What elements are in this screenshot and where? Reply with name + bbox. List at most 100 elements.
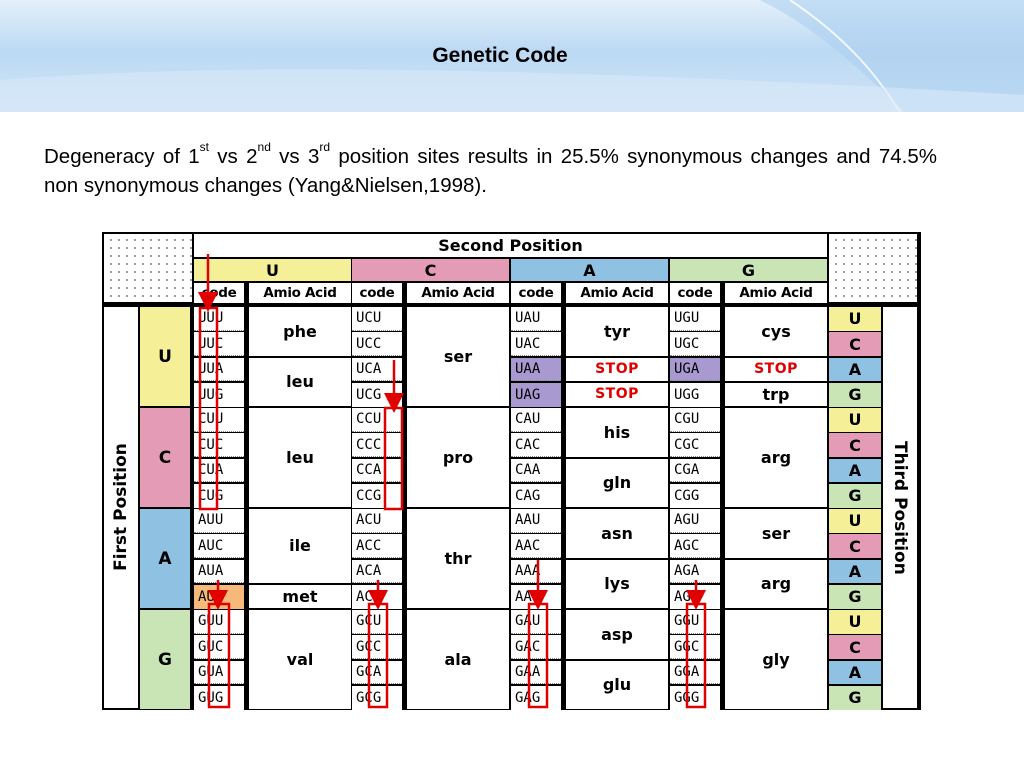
amino-acid-label: thr	[407, 509, 509, 608]
amino-acid-label: asn	[566, 509, 668, 558]
codon-cell: CUA	[194, 458, 244, 483]
codon-cell: GCG	[352, 685, 402, 710]
codon-cell: CGA	[670, 458, 720, 483]
codon-cell: GGG	[670, 685, 720, 710]
corner-pattern-right	[829, 234, 917, 302]
codon-cell: ACC	[352, 534, 402, 558]
amino-acid-label: leu	[249, 408, 351, 507]
codon-cell: ACA	[352, 559, 402, 584]
amino-acid-label: val	[249, 610, 351, 709]
slide-paragraph: Degeneracy of 1st vs 2nd vs 3rd position…	[44, 140, 937, 200]
code-column-header: code	[194, 283, 244, 303]
codon-cell: CGG	[670, 483, 720, 508]
codon-cell: CGU	[670, 408, 720, 432]
codon-cell: UAG	[511, 382, 561, 407]
codon-cell: AAU	[511, 509, 561, 533]
third-base-c: C	[829, 433, 881, 457]
third-base-u: U	[829, 307, 881, 331]
codon-cell: CCC	[352, 433, 402, 457]
header-swoosh-decoration	[0, 0, 1024, 112]
codon-cell: UCA	[352, 357, 402, 382]
superscript-nd: nd	[257, 140, 271, 154]
codon-cell: AUG	[194, 584, 244, 609]
amino-acid-label: arg	[725, 559, 827, 608]
codon-cell: AAG	[511, 584, 561, 609]
codon-cell: CAG	[511, 483, 561, 508]
amino-acid-label: tyr	[566, 307, 668, 356]
codon-cell: AUC	[194, 534, 244, 558]
codon-cell: AGC	[670, 534, 720, 558]
first-position-label: First Position	[111, 443, 131, 571]
codon-cell: GGU	[670, 610, 720, 634]
codon-cell: UGC	[670, 332, 720, 356]
amino-acid-label: cys	[725, 307, 827, 356]
codon-cell: ACG	[352, 584, 402, 609]
codon-cell: GGC	[670, 635, 720, 659]
codon-cell: UUC	[194, 332, 244, 356]
amino-acid-label: met	[249, 584, 351, 608]
third-base-u: U	[829, 610, 881, 634]
amino-acid-label: lys	[566, 559, 668, 608]
second-base-a: A	[511, 259, 668, 281]
codon-cell: UCU	[352, 307, 402, 331]
amino-acid-column-header: Amio Acid	[407, 283, 509, 303]
amino-acid-label: his	[566, 408, 668, 457]
third-base-g: G	[829, 483, 881, 508]
codon-cell: UGA	[670, 357, 720, 382]
amino-acid-column-header: Amio Acid	[566, 283, 668, 303]
amino-acid-label: phe	[249, 307, 351, 356]
codon-cell: UUA	[194, 357, 244, 382]
amino-acid-label: leu	[249, 357, 351, 406]
codon-cell: CUG	[194, 483, 244, 508]
codon-cell: CUC	[194, 433, 244, 457]
codon-cell: UCG	[352, 382, 402, 407]
codon-cell: UGG	[670, 382, 720, 407]
slide-header-banner	[0, 0, 1024, 112]
codon-cell: GAA	[511, 660, 561, 685]
codon-cell: GCU	[352, 610, 402, 634]
amino-acid-label: glu	[566, 660, 668, 709]
second-base-c: C	[352, 259, 509, 281]
codon-cell: UAC	[511, 332, 561, 356]
codon-cell: GAC	[511, 635, 561, 659]
amino-acid-label: ala	[407, 610, 509, 709]
codon-cell: AAC	[511, 534, 561, 558]
codon-cell: GGA	[670, 660, 720, 685]
third-base-g: G	[829, 382, 881, 407]
codon-cell: GUC	[194, 635, 244, 659]
amino-acid-label: ser	[725, 509, 827, 558]
codon-cell: UAA	[511, 357, 561, 382]
codon-cell: CUU	[194, 408, 244, 432]
paragraph-text-3: vs 3	[270, 145, 320, 168]
third-base-g: G	[829, 685, 881, 710]
code-column-header: code	[511, 283, 561, 303]
codon-cell: CCA	[352, 458, 402, 483]
codon-cell: AGU	[670, 509, 720, 533]
amino-acid-column-header: Amio Acid	[249, 283, 351, 303]
codon-cell: GUA	[194, 660, 244, 685]
paragraph-text-2: vs 2	[209, 145, 258, 168]
codon-cell: GCA	[352, 660, 402, 685]
paragraph-text-1: Degeneracy of 1	[44, 145, 200, 168]
third-base-c: C	[829, 534, 881, 558]
amino-acid-column-header: Amio Acid	[725, 283, 827, 303]
codon-cell: CAU	[511, 408, 561, 432]
first-base-u: U	[140, 307, 190, 406]
amino-acid-label: ile	[249, 509, 351, 583]
corner-pattern-left	[104, 234, 192, 302]
codon-cell: CAC	[511, 433, 561, 457]
superscript-st: st	[199, 140, 209, 154]
amino-acid-label: pro	[407, 408, 509, 507]
code-column-header: code	[352, 283, 402, 303]
stop-codon-label: STOP	[725, 357, 827, 381]
third-base-u: U	[829, 408, 881, 432]
codon-cell: AGA	[670, 559, 720, 584]
amino-acid-label: ser	[407, 307, 509, 406]
codon-cell: CCU	[352, 408, 402, 432]
codon-cell: UUG	[194, 382, 244, 407]
third-base-a: A	[829, 458, 881, 483]
second-base-g: G	[670, 259, 827, 281]
third-base-a: A	[829, 559, 881, 584]
first-base-a: A	[140, 509, 190, 608]
codon-cell: UAU	[511, 307, 561, 331]
